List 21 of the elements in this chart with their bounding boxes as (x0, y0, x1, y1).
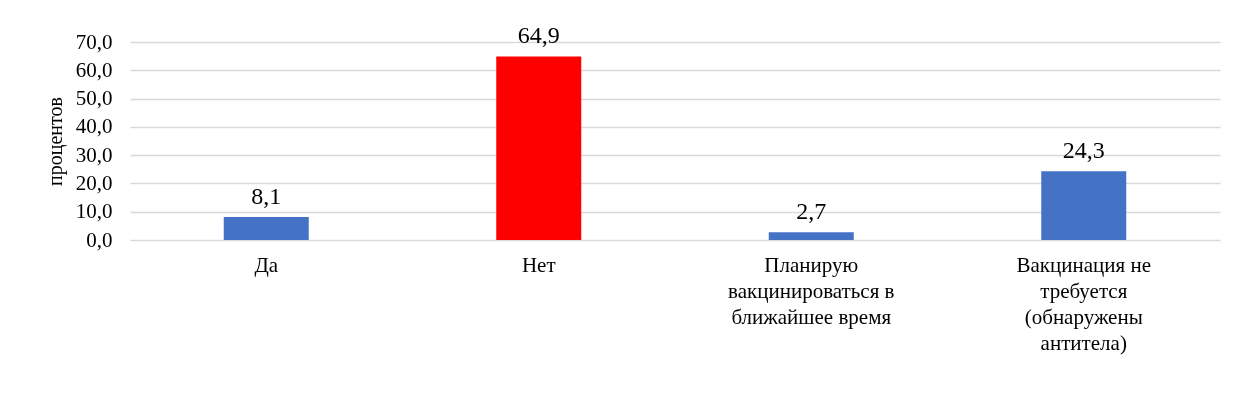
x-tick-label: Да (254, 252, 279, 277)
data-label: 64,9 (517, 22, 560, 49)
bar (1041, 171, 1127, 240)
bar (223, 217, 309, 240)
x-tick-label: Нет (521, 252, 556, 277)
x-tick-label: Планирую вакцинироваться в ближайшее время (728, 252, 895, 329)
data-label: 2,7 (796, 198, 827, 225)
bar (768, 232, 854, 240)
y-tick-label: 10,0 (75, 199, 113, 224)
y-tick-label: 40,0 (75, 114, 113, 139)
y-tick-label: 20,0 (75, 170, 113, 195)
x-tick-label: Вакцинация не требуется (обнаружены антитела) (1016, 252, 1152, 355)
y-tick-label: 70,0 (75, 29, 113, 54)
y-axis-title: процентов (43, 97, 67, 186)
y-tick-label: 30,0 (75, 142, 113, 167)
data-label: 8,1 (251, 183, 282, 210)
y-tick-label: 50,0 (75, 86, 113, 111)
bar (496, 56, 582, 240)
y-tick-label: 0,0 (86, 227, 113, 252)
data-label: 24,3 (1062, 137, 1105, 164)
y-tick-label: 60,0 (75, 57, 113, 82)
